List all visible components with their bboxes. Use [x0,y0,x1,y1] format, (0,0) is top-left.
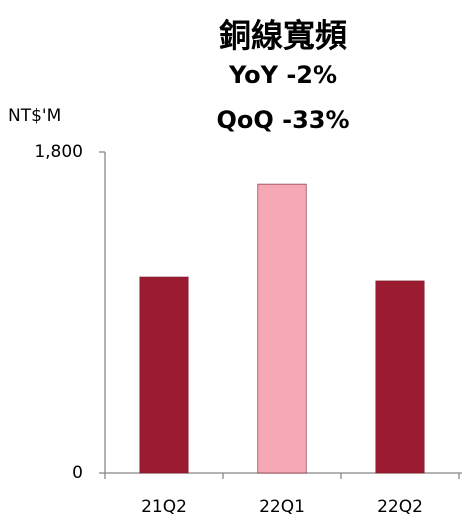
x-tick-label: 22Q1 [259,497,305,517]
bar [375,280,425,474]
bar [257,183,307,474]
chart-title: 銅線寬頻 [219,17,347,55]
x-tick-label: 21Q2 [141,497,187,517]
y-tick-label: 1,800 [34,142,83,162]
x-tick-label: 22Q2 [377,497,423,517]
annotation: YoY -2% [228,61,337,89]
y-axis-label: NT$'M [8,106,61,126]
annotation: QoQ -33% [216,106,349,134]
y-tick-label: 0 [72,463,83,483]
bar [139,276,189,474]
